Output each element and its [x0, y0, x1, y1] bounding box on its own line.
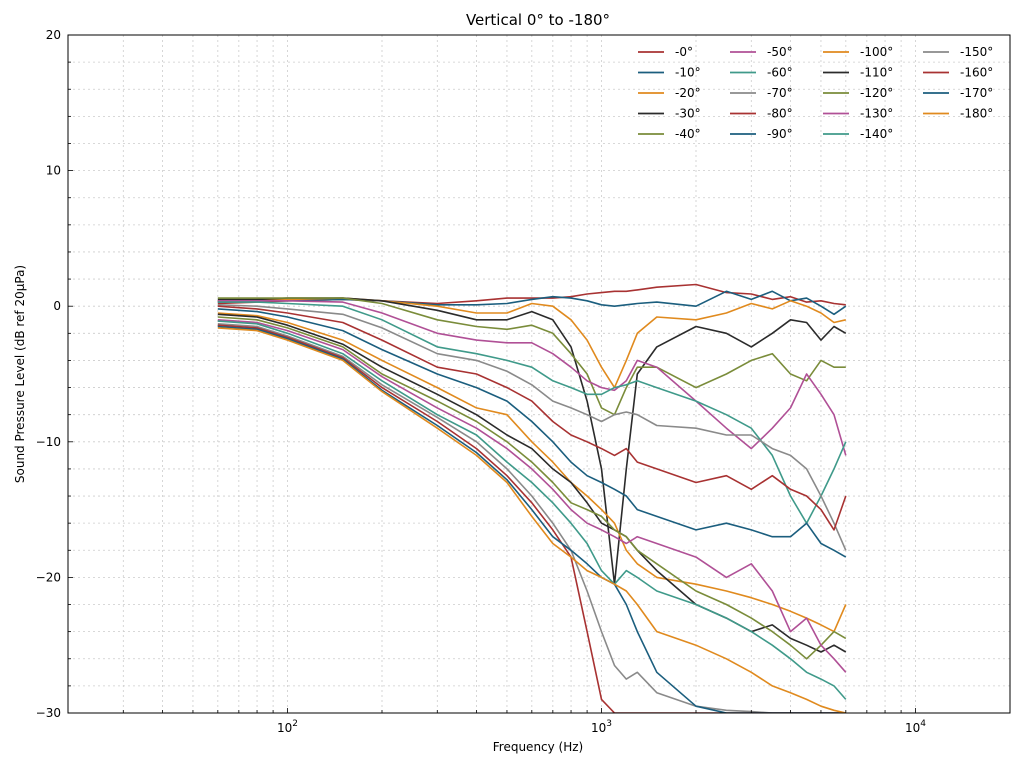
legend-label: -40°	[675, 127, 701, 141]
legend-label: -100°	[860, 45, 893, 59]
legend-label: -140°	[860, 127, 893, 141]
legend-label: -120°	[860, 86, 893, 100]
chart-title: Vertical 0° to -180°	[466, 11, 610, 29]
legend-label: -110°	[860, 66, 893, 80]
grid	[67, 34, 1011, 714]
legend-label: -90°	[767, 127, 793, 141]
x-tick-label: 102	[277, 719, 298, 735]
y-tick-label: −10	[36, 435, 61, 449]
x-tick-exponent: 3	[606, 719, 612, 729]
x-tick-exponent: 2	[292, 719, 298, 729]
x-axis-label: Frequency (Hz)	[493, 740, 584, 754]
series-line-10	[217, 312, 847, 633]
series-line-6	[217, 301, 847, 525]
series-line-13	[217, 319, 847, 673]
series-line-16	[217, 324, 846, 713]
y-tick-label: −30	[36, 706, 61, 720]
y-tick-label: 10	[46, 164, 61, 178]
legend-label: -30°	[675, 107, 701, 121]
series-line-8	[217, 305, 847, 531]
plot-frame	[67, 34, 1011, 714]
legend: -0° -10° -20° -30° -40° -50° -60° -70° -80° -90° -…	[638, 45, 993, 141]
x-tick-exponent: 4	[920, 719, 926, 729]
legend-label: -10°	[675, 66, 701, 80]
legend-label: -160°	[960, 66, 993, 80]
legend-label: -180°	[960, 107, 993, 121]
y-axis-label: Sound Pressure Level (dB ref 20µPa)	[13, 265, 27, 483]
legend-label: -80°	[767, 107, 793, 121]
series-group	[217, 283, 847, 713]
y-tick-label: 20	[46, 28, 61, 42]
series-line-4	[217, 297, 846, 416]
y-tick-label: −20	[36, 570, 61, 584]
series-line-7	[217, 304, 847, 551]
series-line-9	[217, 308, 847, 558]
legend-label: -130°	[860, 107, 893, 121]
legend-label: -70°	[767, 86, 793, 100]
legend-label: -50°	[767, 45, 793, 59]
legend-label: -0°	[675, 45, 693, 59]
series-line-5	[217, 299, 847, 456]
legend-label: -20°	[675, 86, 701, 100]
series-line-15	[217, 323, 846, 713]
x-tick-label: 104	[905, 719, 926, 735]
series-line-18	[217, 327, 846, 713]
series-line-14	[217, 320, 847, 700]
y-tick-label: 0	[53, 299, 61, 313]
series-line-12	[217, 316, 847, 660]
legend-label: -60°	[767, 66, 793, 80]
series-line-11	[217, 313, 847, 653]
legend-label: -170°	[960, 86, 993, 100]
legend-label: -150°	[960, 45, 993, 59]
x-tick-label: 103	[591, 719, 612, 735]
